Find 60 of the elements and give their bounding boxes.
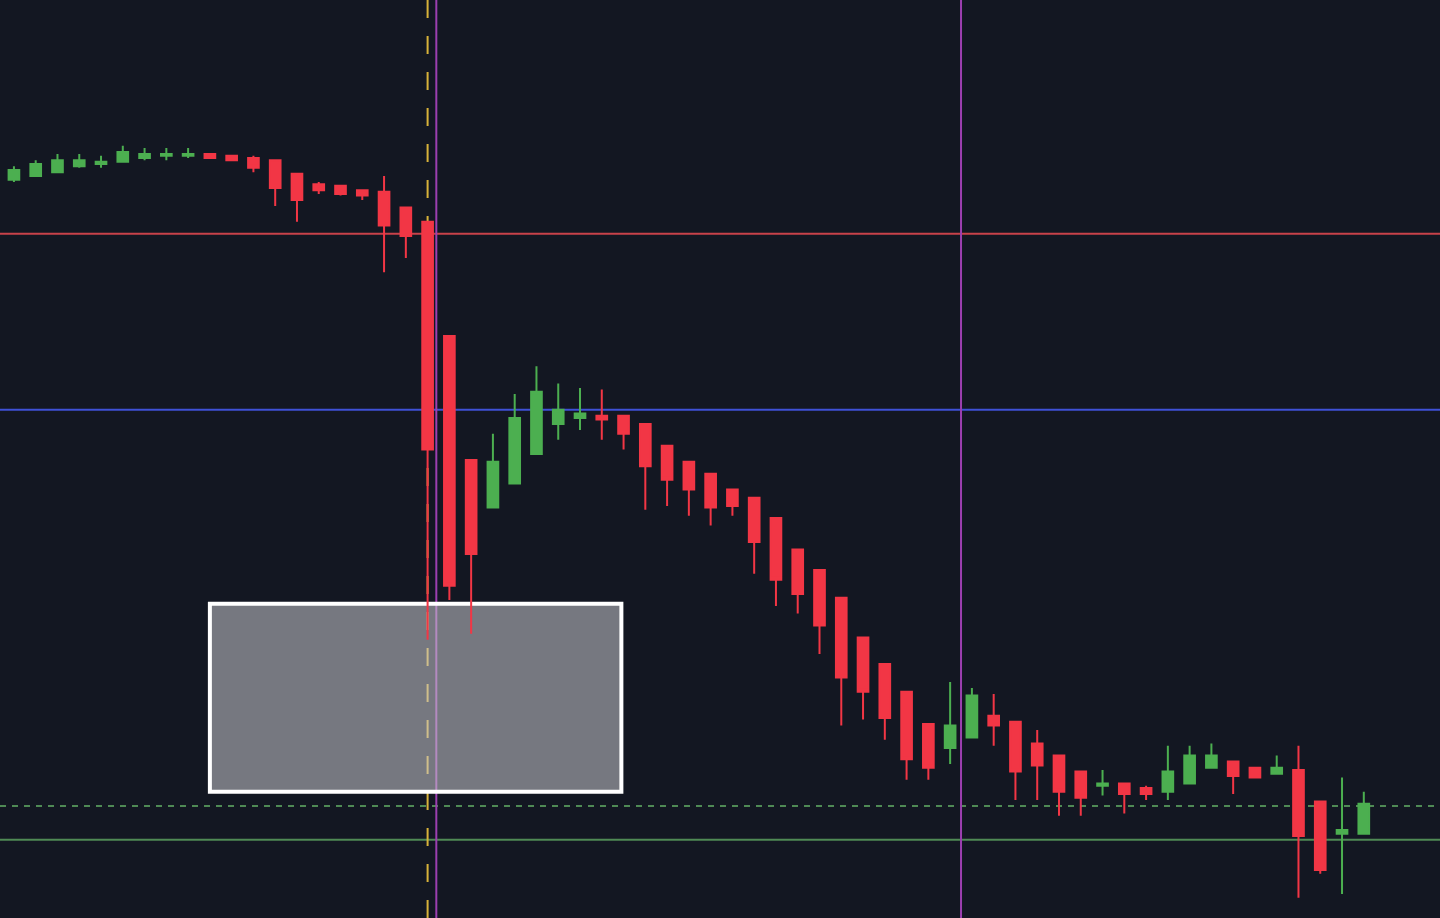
- candlestick: [1161, 744, 1175, 801]
- candlestick: [247, 154, 260, 174]
- candlestick: [769, 517, 783, 607]
- candlestick: [399, 206, 413, 259]
- candlestick: [29, 159, 43, 177]
- candlestick: [443, 335, 456, 601]
- candlestick: [573, 386, 587, 432]
- candlestick: [334, 184, 347, 197]
- candlestick: [94, 154, 108, 169]
- candlestick: [595, 388, 609, 441]
- candlestick: [464, 459, 478, 635]
- candlestick: [116, 144, 130, 163]
- candlestick: [138, 147, 151, 162]
- candlestick: [530, 365, 543, 456]
- candlestick: [1335, 776, 1349, 895]
- candlestick: [726, 488, 739, 517]
- candlestick: [51, 153, 64, 174]
- candlestick: [1074, 770, 1088, 817]
- candlestick: [1357, 790, 1371, 835]
- candlestick: [1139, 784, 1153, 801]
- candlestick: [856, 636, 870, 721]
- candlestick: [965, 686, 979, 739]
- candlestick: [181, 147, 195, 159]
- candlestick: [7, 165, 21, 183]
- candlestick: [1205, 742, 1218, 769]
- candlestick: [355, 189, 369, 201]
- candlestick: [1313, 800, 1327, 875]
- candlestick: [922, 723, 935, 781]
- candlestick: [160, 147, 173, 162]
- candlestick: [1117, 782, 1131, 815]
- candlestick: [900, 690, 913, 781]
- candlestick: [878, 662, 892, 741]
- candlestick: [1009, 720, 1022, 801]
- candlestick: [617, 414, 630, 451]
- candlestick: [943, 680, 957, 765]
- candlestick: [1292, 744, 1305, 899]
- candlestick: [1270, 754, 1284, 775]
- candlestick: [312, 180, 326, 195]
- candlestick: [72, 153, 86, 169]
- candlestick: [551, 382, 565, 441]
- candlestick: [834, 596, 848, 727]
- candlestick: [638, 423, 652, 511]
- candlestick: [508, 392, 522, 485]
- candlestick: [1183, 744, 1196, 785]
- candlestick: [203, 153, 217, 159]
- candlestick: [290, 172, 304, 223]
- candlestick: [704, 472, 717, 527]
- candlestick: [486, 432, 500, 509]
- candlestick: [268, 159, 282, 207]
- candlestick: [1030, 729, 1044, 801]
- candlestick: [660, 444, 674, 507]
- candlestick: [377, 174, 391, 274]
- candlestick: [987, 692, 1000, 747]
- candlestick: [1226, 760, 1240, 795]
- candlestick: [1096, 768, 1109, 797]
- candlestick: [747, 496, 761, 575]
- candlestick: [682, 460, 696, 517]
- candlestick: [813, 568, 826, 656]
- candlestick: [791, 548, 805, 615]
- candlestick: [1052, 754, 1066, 817]
